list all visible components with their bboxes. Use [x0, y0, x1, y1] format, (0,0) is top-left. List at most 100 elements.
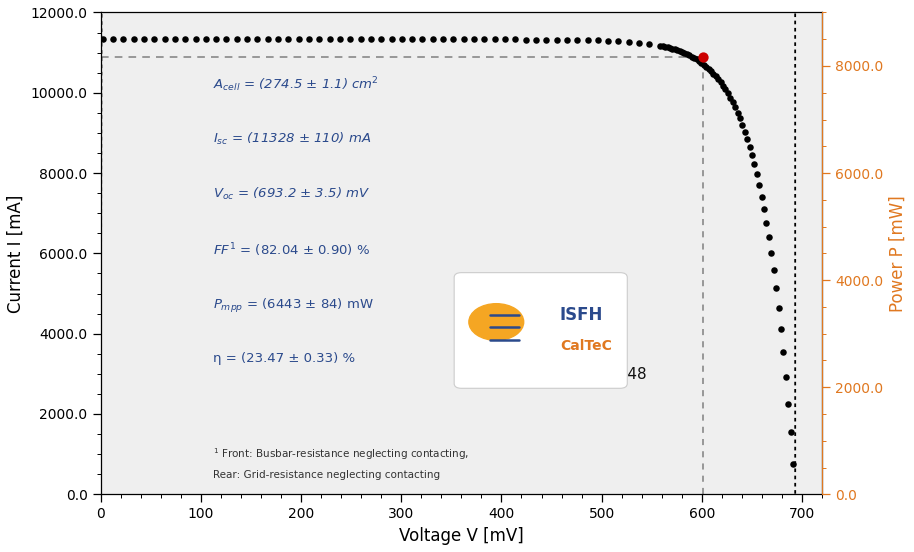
Point — [167, 35, 182, 44]
FancyBboxPatch shape — [454, 273, 627, 388]
Point — [670, 46, 685, 55]
Point — [126, 35, 141, 44]
Point — [707, 69, 721, 78]
Point — [229, 35, 244, 44]
Point — [487, 35, 502, 44]
Text: $V_{oc}$ = (693.2 ± 3.5) mV: $V_{oc}$ = (693.2 ± 3.5) mV — [213, 186, 369, 202]
Point — [694, 59, 708, 67]
Point — [761, 233, 776, 242]
Circle shape — [469, 304, 524, 340]
Point — [692, 57, 707, 66]
Point — [680, 50, 695, 59]
Point — [260, 35, 275, 44]
Point — [783, 428, 798, 437]
Point — [708, 72, 723, 81]
Text: Rear: Grid-resistance neglecting contacting: Rear: Grid-resistance neglecting contact… — [213, 470, 440, 480]
Point — [302, 35, 316, 44]
Point — [667, 45, 682, 54]
Point — [498, 35, 513, 44]
Point — [312, 35, 326, 44]
Point — [713, 78, 728, 87]
Point — [723, 93, 738, 102]
Point — [776, 348, 791, 357]
Point — [739, 135, 754, 144]
Point — [271, 35, 285, 44]
Point — [333, 35, 347, 44]
Point — [718, 85, 733, 94]
Point — [323, 35, 337, 44]
Text: Calmark: 001648: Calmark: 001648 — [515, 367, 647, 381]
Point — [696, 60, 711, 69]
Point — [456, 35, 471, 44]
Point — [655, 42, 670, 51]
Text: $FF^1$ = (82.04 ± 0.90) %: $FF^1$ = (82.04 ± 0.90) % — [213, 241, 370, 259]
Point — [539, 35, 554, 44]
Point — [675, 47, 689, 56]
Point — [467, 35, 482, 44]
Point — [559, 35, 574, 44]
Point — [508, 35, 523, 44]
Point — [643, 40, 657, 49]
Point — [738, 127, 752, 136]
Point — [781, 399, 795, 408]
Point — [682, 51, 696, 60]
Point — [754, 192, 769, 201]
Point — [711, 75, 726, 83]
Point — [660, 43, 675, 52]
Point — [673, 47, 687, 56]
Point — [157, 35, 172, 44]
Point — [699, 62, 714, 71]
Point — [580, 36, 595, 45]
Point — [632, 38, 646, 47]
Point — [178, 35, 193, 44]
Point — [395, 35, 409, 44]
Point — [747, 160, 761, 169]
Point — [686, 54, 701, 62]
Point — [745, 151, 760, 160]
Y-axis label: Power P [mW]: Power P [mW] — [889, 195, 907, 312]
Point — [733, 114, 748, 123]
Point — [653, 41, 667, 50]
Point — [600, 36, 615, 45]
Point — [685, 52, 699, 61]
Point — [720, 89, 735, 98]
Point — [767, 266, 781, 274]
Text: $^1$ Front: Busbar-resistance neglecting contacting,: $^1$ Front: Busbar-resistance neglecting… — [213, 446, 469, 462]
Point — [436, 35, 451, 44]
Point — [658, 43, 673, 51]
Text: ISFH: ISFH — [559, 306, 603, 323]
Point — [518, 35, 533, 44]
Point — [752, 181, 767, 189]
Point — [250, 35, 265, 44]
Point — [764, 248, 779, 257]
Point — [188, 35, 203, 44]
Point — [137, 35, 152, 44]
Point — [405, 35, 420, 44]
Point — [779, 373, 793, 381]
Point — [147, 35, 162, 44]
Point — [760, 218, 774, 227]
Point — [198, 35, 213, 44]
Point — [611, 36, 626, 45]
Point — [415, 35, 430, 44]
Point — [446, 35, 461, 44]
Point — [773, 325, 788, 333]
Point — [716, 81, 730, 90]
Point — [116, 35, 131, 44]
Point — [742, 142, 757, 151]
X-axis label: Voltage V [mV]: Voltage V [mV] — [399, 527, 524, 545]
Point — [95, 35, 110, 44]
Point — [769, 284, 783, 293]
Text: CalTeC: CalTeC — [559, 339, 611, 353]
Point — [219, 35, 234, 44]
Point — [622, 38, 636, 46]
Point — [701, 64, 716, 73]
Text: $P_{mpp}$ = (6443 ± 84) mW: $P_{mpp}$ = (6443 ± 84) mW — [213, 297, 374, 315]
Point — [771, 303, 786, 312]
Point — [239, 35, 254, 44]
Point — [726, 98, 740, 107]
Point — [570, 35, 585, 44]
Point — [374, 35, 388, 44]
Point — [689, 55, 704, 64]
Point — [384, 35, 399, 44]
